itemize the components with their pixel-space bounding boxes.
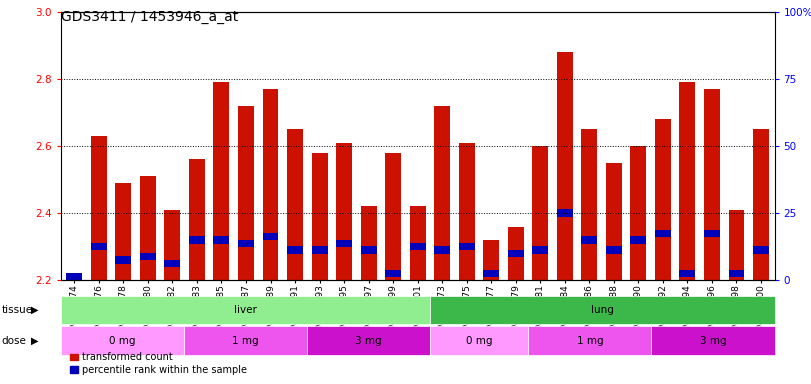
- Bar: [434, 247, 450, 254]
- Bar: [287, 129, 303, 280]
- Bar: [430, 296, 775, 324]
- Text: 0 mg: 0 mg: [109, 336, 135, 346]
- Bar: [430, 326, 529, 355]
- Bar: [655, 230, 671, 237]
- Text: liver: liver: [234, 305, 257, 315]
- Bar: [385, 270, 401, 277]
- Bar: [311, 247, 328, 254]
- Text: 3 mg: 3 mg: [355, 336, 382, 346]
- Bar: [287, 247, 303, 254]
- Bar: [606, 163, 622, 280]
- Text: GDS3411 / 1453946_a_at: GDS3411 / 1453946_a_at: [61, 10, 238, 23]
- Bar: [165, 210, 180, 280]
- Bar: [728, 210, 744, 280]
- Bar: [336, 142, 352, 280]
- Bar: [651, 326, 775, 355]
- Bar: [434, 106, 450, 280]
- Bar: [753, 129, 769, 280]
- Bar: [704, 230, 720, 237]
- Bar: [532, 247, 548, 254]
- Bar: [459, 142, 474, 280]
- Bar: [336, 240, 352, 247]
- Bar: [189, 236, 205, 244]
- Legend: transformed count, percentile rank within the sample: transformed count, percentile rank withi…: [66, 348, 251, 379]
- Text: 1 mg: 1 mg: [232, 336, 259, 346]
- Text: tissue: tissue: [2, 305, 32, 315]
- Text: 0 mg: 0 mg: [466, 336, 492, 346]
- Bar: [655, 119, 671, 280]
- Bar: [704, 89, 720, 280]
- Bar: [91, 243, 107, 250]
- Bar: [91, 136, 107, 280]
- Bar: [680, 82, 695, 280]
- Bar: [508, 227, 524, 280]
- Bar: [361, 247, 376, 254]
- Bar: [728, 270, 744, 277]
- Bar: [61, 296, 430, 324]
- Bar: [213, 82, 230, 280]
- Text: 3 mg: 3 mg: [700, 336, 727, 346]
- Bar: [529, 326, 651, 355]
- Bar: [263, 89, 278, 280]
- Bar: [140, 176, 156, 280]
- Text: ▶: ▶: [31, 336, 38, 346]
- Bar: [459, 243, 474, 250]
- Bar: [238, 106, 254, 280]
- Bar: [311, 153, 328, 280]
- Bar: [115, 183, 131, 280]
- Bar: [238, 240, 254, 247]
- Text: 1 mg: 1 mg: [577, 336, 603, 346]
- Bar: [307, 326, 430, 355]
- Bar: [581, 129, 598, 280]
- Bar: [557, 52, 573, 280]
- Bar: [557, 209, 573, 217]
- Bar: [165, 260, 180, 267]
- Bar: [581, 236, 598, 244]
- Bar: [67, 277, 82, 280]
- Bar: [630, 236, 646, 244]
- Bar: [753, 247, 769, 254]
- Text: dose: dose: [2, 336, 27, 346]
- Bar: [410, 243, 426, 250]
- Bar: [410, 207, 426, 280]
- Text: ▶: ▶: [31, 305, 38, 315]
- Bar: [140, 253, 156, 260]
- Bar: [213, 236, 230, 244]
- Bar: [483, 240, 500, 280]
- Bar: [532, 146, 548, 280]
- Bar: [606, 247, 622, 254]
- Bar: [184, 326, 307, 355]
- Bar: [67, 273, 82, 281]
- Bar: [61, 326, 184, 355]
- Bar: [385, 153, 401, 280]
- Text: lung: lung: [590, 305, 614, 315]
- Bar: [508, 250, 524, 257]
- Bar: [115, 257, 131, 264]
- Bar: [189, 159, 205, 280]
- Bar: [483, 270, 500, 277]
- Bar: [361, 207, 376, 280]
- Bar: [630, 146, 646, 280]
- Bar: [680, 270, 695, 277]
- Bar: [263, 233, 278, 240]
